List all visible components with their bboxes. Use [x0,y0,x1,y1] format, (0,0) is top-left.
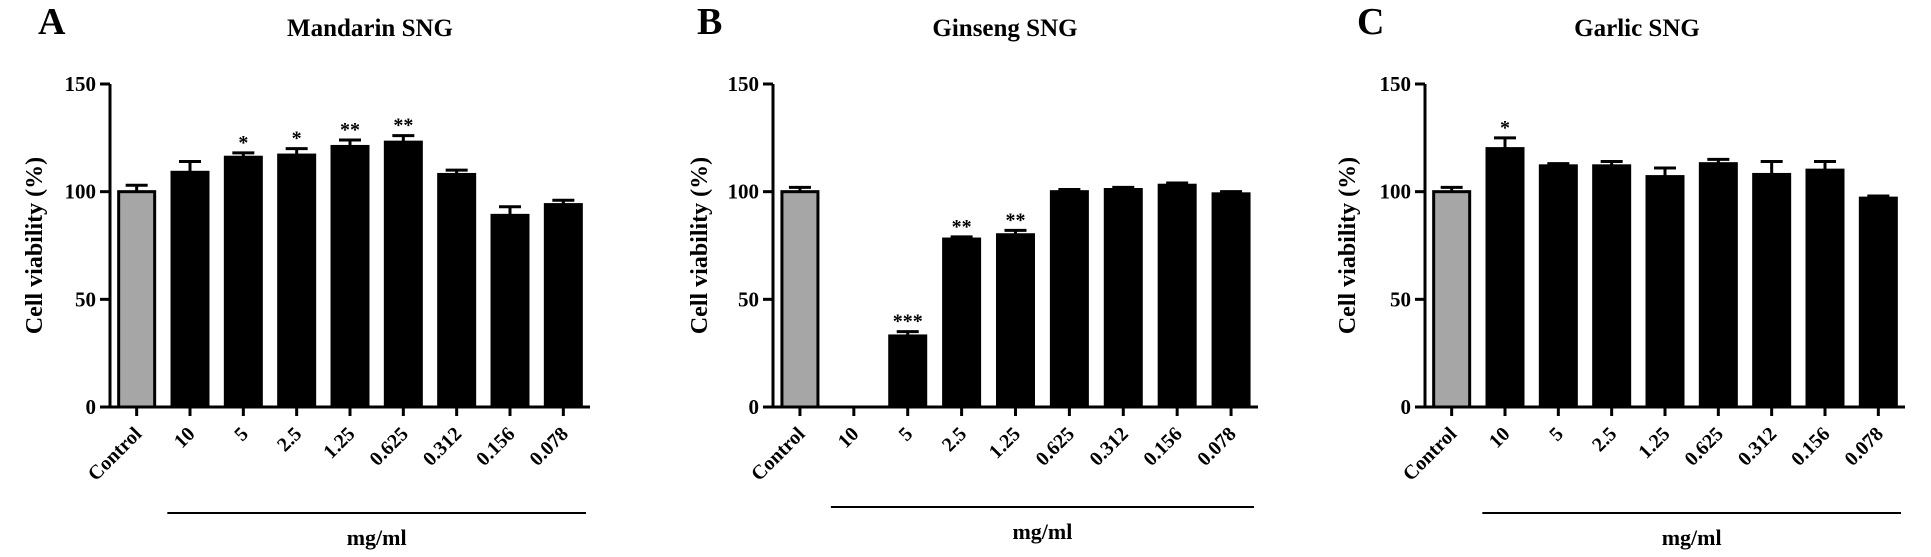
bar [383,140,423,409]
bar [996,233,1035,409]
y-tick-label: 0 [86,395,97,419]
chart-title: Mandarin SNG [287,15,453,42]
x-tick-label: Control [1399,423,1462,486]
bar [1211,192,1251,409]
y-tick-label: 0 [1401,395,1412,419]
bar [1049,190,1089,409]
x-tick-label: Control [84,423,147,486]
bar [942,237,982,409]
x-tick-label: 1.25 [1634,423,1674,463]
significance-label: * [292,128,302,150]
bar [1645,175,1685,409]
bar [1432,190,1472,409]
y-axis-label: Cell viability (%) [1335,157,1361,334]
x-tick-label: 0.312 [1734,423,1781,470]
y-tick-label: 50 [1390,287,1411,311]
bar [888,334,928,409]
significance-label: * [1500,117,1510,139]
bar [780,190,820,409]
x-tick-label: 0.312 [1085,423,1132,470]
x-tick-label: 5 [895,423,918,446]
x-tick-label: 2.5 [273,423,306,456]
x-axis-label: mg/ml [347,525,407,550]
x-tick-label: 10 [170,423,200,453]
significance-label: ** [1006,209,1026,231]
y-tick-label: 0 [749,395,760,419]
x-tick-label: 10 [834,423,864,453]
significance-label: * [238,132,248,154]
x-tick-label: 1.25 [985,423,1025,463]
bar [1538,164,1578,409]
bar [490,213,530,409]
x-tick-label: 0.078 [1840,423,1887,470]
significance-label: *** [893,311,923,333]
bar [277,153,317,409]
y-axis-label: Cell viability (%) [22,157,48,334]
bar [543,203,583,409]
panel-a: A Mandarin SNG 0 50 100 150 Cell viability (%)… [22,1,590,550]
x-tick-label: 0.078 [1193,423,1240,470]
y-tick-label: 50 [738,287,759,311]
x-tick-label: 0.156 [472,423,519,470]
y-tick-label: 50 [75,287,96,311]
y-tick-label: 150 [728,72,760,96]
bar [1103,188,1143,409]
y-tick-label: 100 [728,180,760,204]
chart-title: Garlic SNG [1574,15,1700,42]
y-tick-label: 150 [65,72,97,96]
x-tick-label: 0.156 [1787,423,1834,470]
bar [1805,168,1845,409]
significance-label: ** [393,115,413,137]
x-tick-label: 0.625 [1032,423,1079,470]
x-tick-label: 0.625 [1680,423,1727,470]
x-tick-label: 2.5 [1588,423,1621,456]
bar [1752,172,1792,409]
x-tick-label: 5 [230,423,253,446]
x-tick-label: 0.078 [525,423,572,470]
panel-letter: C [1357,1,1384,43]
significance-label: ** [340,119,360,141]
x-tick-label: 10 [1485,423,1515,453]
x-tick-label: 2.5 [938,423,971,456]
bar [170,170,210,409]
panel-letter: A [38,1,66,43]
x-tick-label: Control [747,423,810,486]
x-axis-label: mg/ml [1012,519,1072,544]
bar [117,190,157,409]
bar [330,144,370,409]
x-tick-label: 0.625 [365,423,412,470]
panel-c: C Garlic SNG 0 50 100 150 Cell viability (%) Co… [1335,1,1905,550]
panel-letter: B [697,1,722,43]
bar [1592,164,1632,409]
x-tick-label: 0.156 [1139,423,1186,470]
y-tick-label: 100 [65,180,97,204]
y-tick-label: 100 [1380,180,1412,204]
y-tick-label: 150 [1380,72,1412,96]
bar [1698,162,1738,409]
significance-label: ** [952,216,972,238]
bar [223,155,263,409]
panel-b: B Ginseng SNG 0 50 100 150 Cell viability (%) C… [687,1,1258,544]
bar [1157,183,1197,409]
chart-title: Ginseng SNG [932,15,1077,42]
x-tick-label: 1.25 [319,423,359,463]
x-axis-label: mg/ml [1662,525,1722,550]
bar [437,172,477,409]
x-tick-label: 5 [1545,423,1568,446]
bar [1858,196,1898,409]
y-axis-label: Cell viability (%) [687,157,713,334]
x-tick-label: 0.312 [419,423,466,470]
bar [1485,147,1525,409]
